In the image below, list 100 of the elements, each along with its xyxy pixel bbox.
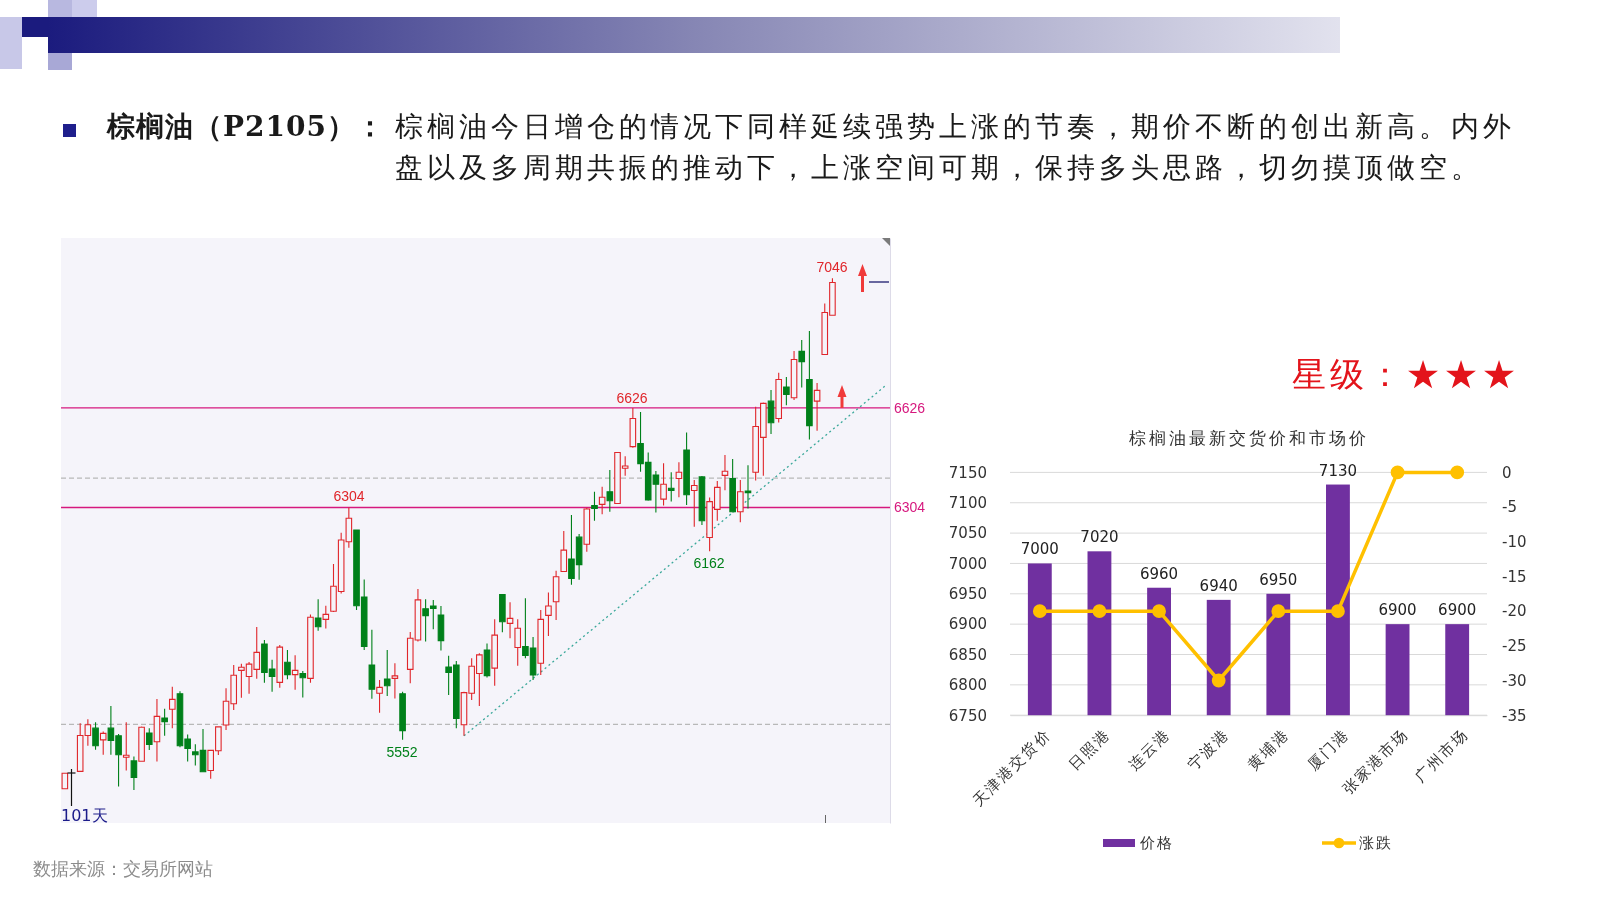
data-label: 7000	[1020, 540, 1059, 559]
data-label: 6900	[1378, 601, 1417, 620]
candlestick	[276, 644, 284, 689]
data-label: 7130	[1318, 461, 1358, 480]
x-tick-label: 宁波港	[1184, 725, 1234, 774]
text: 星级：★★★	[1292, 354, 1520, 394]
legend-label: 涨跌	[1359, 834, 1393, 852]
x-tick-label: 天津港交货价	[969, 725, 1055, 810]
point	[1331, 604, 1345, 619]
candlestick	[545, 591, 552, 637]
candlestick	[737, 479, 744, 523]
candlestick	[92, 721, 99, 751]
annotation: 6626	[616, 390, 648, 406]
annotation: 6162	[693, 555, 725, 571]
chart-title: 棕榈油最新交货价和市场价	[1128, 428, 1369, 448]
candlestick	[284, 649, 291, 680]
candlestick	[499, 594, 506, 633]
y2-tick-label: 0	[1502, 463, 1512, 482]
data-label: 7020	[1080, 528, 1119, 547]
y-tick-label: 6900	[948, 615, 987, 634]
data-label: 6940	[1199, 576, 1238, 595]
candlestick	[299, 670, 307, 699]
point	[1032, 604, 1047, 619]
candlestick	[161, 708, 168, 737]
annotation: 7046	[816, 259, 848, 275]
candlestick	[775, 372, 783, 424]
y-tick-label: 6800	[948, 676, 987, 695]
candlestick	[537, 609, 545, 676]
candlestick	[591, 491, 598, 522]
candlestick	[806, 330, 813, 441]
x-tick-label: 日照港	[1065, 725, 1114, 774]
candlestick	[437, 605, 445, 652]
point	[1271, 604, 1286, 619]
candlestick	[744, 464, 752, 509]
point	[1390, 465, 1405, 480]
candlestick	[383, 649, 391, 697]
candlestick	[798, 339, 806, 389]
candlestick	[291, 654, 299, 691]
candlestick	[145, 727, 153, 751]
candlestick	[168, 686, 176, 729]
point	[1211, 673, 1226, 688]
candlestick	[552, 570, 560, 621]
candlestick	[153, 698, 161, 763]
x-tick-label: 广州市场	[1410, 725, 1472, 786]
candlestick	[675, 461, 683, 498]
data-label: 6960	[1139, 564, 1179, 583]
candlestick	[767, 389, 775, 435]
candlestick	[368, 629, 376, 700]
y2-tick-label: -20	[1502, 602, 1527, 621]
candlestick	[483, 642, 491, 678]
text: 棕榈油今日增仓的情况下同样延续强势上涨的节奏，期价不断的创出新高。内外盘以及多周期共振的推动下，上涨空间可期，保持多头思路，切勿摸顶做空。	[395, 109, 1516, 186]
candlestick	[683, 431, 690, 506]
candlestick	[314, 598, 322, 632]
point	[1152, 604, 1166, 619]
candlestick	[790, 350, 798, 401]
legend-label: 价格	[1139, 834, 1174, 852]
x-tick-label: 厦门港	[1303, 725, 1353, 774]
annotation: 5552	[386, 744, 418, 760]
chart-title: 棕榈油（P2105）：	[107, 109, 385, 145]
data-label: 6900	[1438, 601, 1477, 620]
candlestick	[783, 376, 790, 406]
candlestick	[399, 691, 406, 741]
y2-tick-label: -30	[1502, 671, 1527, 690]
candlestick	[130, 756, 138, 791]
candlestick	[721, 454, 729, 491]
y2-tick-label: -5	[1502, 498, 1517, 517]
candlestick	[698, 475, 706, 526]
candlestick	[514, 618, 522, 667]
candlestick	[99, 730, 107, 756]
point	[1092, 604, 1107, 619]
candlestick	[690, 479, 698, 528]
candlestick	[813, 382, 821, 432]
y-tick-label: 6950	[948, 585, 987, 604]
y2-tick-label: -15	[1502, 567, 1527, 586]
candlestick	[138, 726, 145, 763]
point	[1450, 465, 1465, 480]
candlestick	[560, 530, 568, 573]
y2-tick-label: -10	[1502, 533, 1527, 552]
candlestick	[629, 407, 637, 449]
candlestick	[122, 721, 130, 772]
y-tick-label: 7050	[948, 524, 987, 543]
y-tick-label: 7100	[948, 494, 987, 513]
y2-tick-label: -25	[1502, 637, 1527, 656]
candlestick	[491, 618, 498, 687]
candlestick	[391, 662, 399, 700]
data-label: 6950	[1259, 570, 1298, 589]
candlestick	[506, 601, 514, 639]
y-tick-label: 7000	[948, 554, 987, 573]
candlestick	[606, 469, 614, 513]
candlestick	[598, 486, 606, 515]
y2-tick-label: -35	[1502, 706, 1527, 725]
candlestick	[322, 605, 330, 630]
y-tick-label: 6750	[948, 706, 987, 725]
source-note: 数据来源：交易所网站	[33, 858, 213, 879]
y-tick-label: 7150	[948, 463, 987, 482]
annotation: 101天	[61, 806, 108, 825]
candlestick	[376, 679, 383, 714]
candlestick	[307, 613, 314, 684]
y-tick-label: 6850	[948, 645, 987, 664]
annotation: 6304	[333, 488, 365, 504]
